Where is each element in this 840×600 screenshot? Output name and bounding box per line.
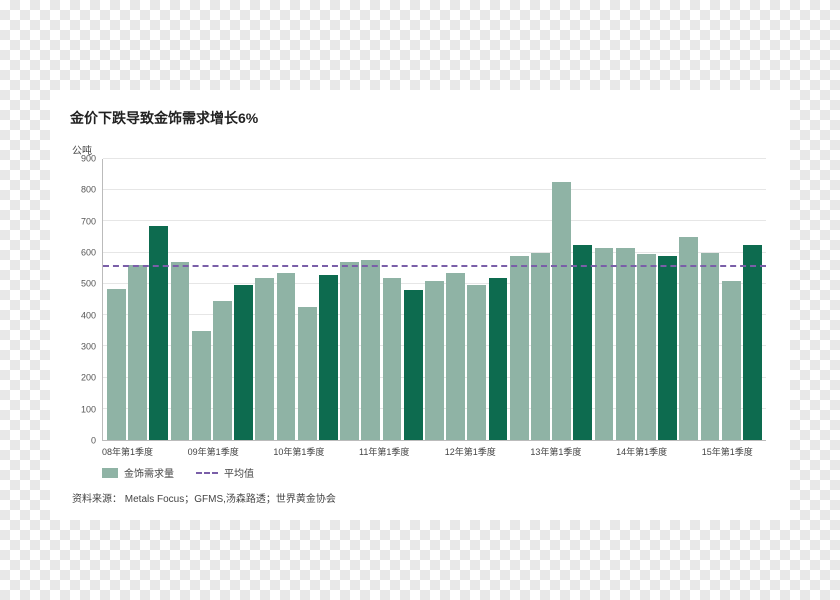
bar bbox=[149, 226, 168, 440]
bar-series bbox=[103, 159, 766, 440]
legend-dash-icon bbox=[196, 472, 218, 474]
bar bbox=[637, 254, 656, 440]
x-axis: 08年第1季度 09年第1季度 10年第1季度 11年第1季度 12年第1季度 13年第1… bbox=[102, 443, 766, 459]
bar bbox=[679, 237, 698, 440]
bar bbox=[531, 253, 550, 440]
chart-title: 金价下跌导致金饰需求增长6% bbox=[70, 108, 770, 128]
bar bbox=[107, 289, 126, 440]
y-tick-label: 400 bbox=[81, 311, 96, 320]
y-tick-label: 500 bbox=[81, 280, 96, 289]
y-tick-label: 100 bbox=[81, 405, 96, 414]
chart-card: 金价下跌导致金饰需求增长6% 公吨 0 100 200 300 400 500 600 700… bbox=[50, 90, 790, 520]
legend-avg-label: 平均值 bbox=[224, 465, 254, 480]
y-tick-label: 0 bbox=[91, 437, 96, 446]
y-tick-label: 900 bbox=[81, 155, 96, 164]
bar bbox=[616, 248, 635, 440]
bar bbox=[425, 281, 444, 440]
bar bbox=[128, 265, 147, 440]
source-line: 资料来源： Metals Focus；GFMS,汤森路透；世界黄金协会 bbox=[72, 490, 770, 505]
bar bbox=[701, 253, 720, 440]
legend: 金饰需求量 平均值 bbox=[102, 465, 770, 480]
bar bbox=[255, 278, 274, 440]
x-tick-label: 10年第1季度 bbox=[273, 445, 324, 458]
bar bbox=[595, 248, 614, 440]
bar bbox=[361, 260, 380, 440]
x-tick-label: 09年第1季度 bbox=[188, 445, 239, 458]
bar bbox=[234, 285, 253, 440]
x-tick-label: 11年第1季度 bbox=[359, 445, 409, 458]
y-tick-label: 600 bbox=[81, 249, 96, 258]
legend-swatch-icon bbox=[102, 468, 118, 478]
bar bbox=[552, 182, 571, 440]
y-tick-label: 700 bbox=[81, 217, 96, 226]
bar bbox=[383, 278, 402, 440]
bar bbox=[658, 256, 677, 440]
y-axis: 0100200300400500600700800900 bbox=[70, 159, 98, 441]
source-text: Metals Focus；GFMS,汤森路透；世界黄金协会 bbox=[125, 494, 336, 505]
legend-item-series: 金饰需求量 bbox=[102, 465, 174, 480]
bar bbox=[446, 273, 465, 440]
bar bbox=[277, 273, 296, 440]
y-axis-unit: 公吨 bbox=[72, 142, 770, 157]
x-tick-label: 14年第1季度 bbox=[616, 445, 667, 458]
bar bbox=[340, 262, 359, 440]
bar bbox=[573, 245, 592, 440]
bar bbox=[467, 285, 486, 440]
plot bbox=[102, 159, 766, 441]
bar bbox=[722, 281, 741, 440]
bar bbox=[489, 278, 508, 440]
y-tick-label: 300 bbox=[81, 343, 96, 352]
source-label: 资料来源： bbox=[72, 494, 122, 505]
x-tick-label: 13年第1季度 bbox=[530, 445, 581, 458]
legend-series-label: 金饰需求量 bbox=[124, 465, 174, 480]
bar bbox=[298, 307, 317, 440]
y-tick-label: 800 bbox=[81, 186, 96, 195]
average-line bbox=[103, 265, 766, 267]
x-tick-label: 08年第1季度 bbox=[102, 445, 153, 458]
x-tick-label: 12年第1季度 bbox=[445, 445, 496, 458]
plot-area: 0100200300400500600700800900 08年第1季度09年第… bbox=[70, 159, 770, 459]
bar bbox=[319, 275, 338, 440]
bar bbox=[743, 245, 762, 440]
legend-item-average: 平均值 bbox=[196, 465, 254, 480]
bar bbox=[192, 331, 211, 440]
bar bbox=[510, 256, 529, 440]
bar bbox=[171, 262, 190, 440]
bar bbox=[213, 301, 232, 440]
bar bbox=[404, 290, 423, 440]
x-tick-label: 15年第1季度 bbox=[702, 445, 753, 458]
y-tick-label: 200 bbox=[81, 374, 96, 383]
